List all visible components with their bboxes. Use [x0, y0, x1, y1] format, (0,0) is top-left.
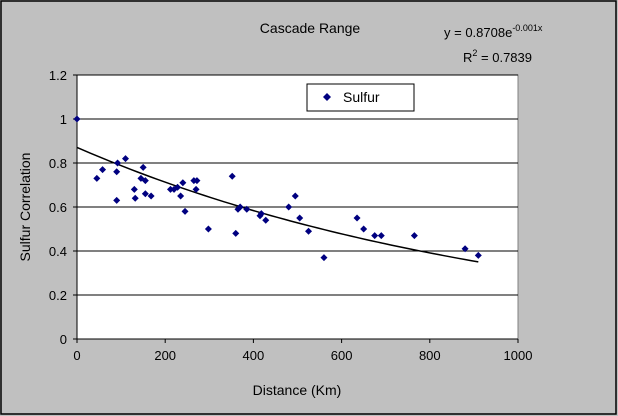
data-point [285, 203, 293, 211]
legend-label: Sulfur [343, 89, 380, 105]
data-point [192, 185, 200, 193]
x-tick-label: 200 [154, 348, 176, 363]
data-point [371, 232, 379, 240]
data-point [305, 227, 313, 235]
chart-title: Cascade Range [260, 20, 361, 36]
y-tick-label: 1 [60, 112, 67, 127]
data-point [193, 177, 201, 185]
data-point [122, 155, 130, 163]
legend: Sulfur [306, 83, 415, 112]
data-point [360, 225, 368, 233]
data-point [377, 232, 385, 240]
r-squared-value: = 0.7839 [477, 50, 532, 65]
data-point [320, 254, 328, 262]
data-point [166, 185, 174, 193]
y-tick-label: 0 [60, 332, 67, 347]
r-squared-label: R [463, 50, 472, 65]
data-point [93, 174, 101, 182]
tick-labels: 0 0.2 0.4 0.6 0.8 1 1.2 0 200 400 600 800 1000 [49, 68, 533, 363]
data-point [113, 168, 121, 176]
trendline-r-squared: R2 = 0.7839 [463, 48, 532, 65]
data-point [174, 183, 182, 191]
data-point [291, 192, 299, 200]
trendline-group [76, 146, 479, 263]
data-point [228, 172, 236, 180]
r-squared-superscript: 2 [472, 48, 477, 58]
grid-lines [77, 74, 518, 296]
y-axis-title: Sulfur Correlation [17, 153, 33, 262]
data-point [114, 159, 122, 167]
trendline-equation: y = 0.8708e-0.001x [444, 23, 543, 40]
trendline-equation-base: y = 0.8708e [444, 25, 512, 40]
data-point [130, 185, 138, 193]
data-point [232, 229, 240, 237]
x-axis-title: Distance (Km) [253, 382, 342, 398]
y-tick-label: 0.2 [49, 288, 67, 303]
data-point [243, 205, 251, 213]
data-point [147, 192, 155, 200]
data-point [461, 245, 469, 253]
legend-marker-icon [323, 93, 331, 101]
y-tick-label: 0.6 [49, 200, 67, 215]
data-point [177, 192, 185, 200]
trendline-equation-exponent: -0.001x [512, 23, 543, 33]
trendline [76, 146, 479, 263]
data-point [141, 177, 149, 185]
x-tick-label: 600 [331, 348, 353, 363]
data-point [296, 214, 304, 222]
x-tick-label: 1000 [504, 348, 533, 363]
data-point [139, 163, 147, 171]
data-point [236, 203, 244, 211]
x-tick-label: 400 [243, 348, 265, 363]
x-tick-label: 0 [73, 348, 80, 363]
data-point [474, 251, 482, 259]
y-tick-label: 0.4 [49, 244, 67, 259]
data-point [141, 190, 149, 198]
data-point [353, 214, 361, 222]
data-points [73, 115, 482, 262]
data-point [204, 225, 212, 233]
y-tick-label: 0.8 [49, 156, 67, 171]
data-point [257, 210, 265, 218]
data-point [73, 115, 81, 123]
x-tick-label: 800 [419, 348, 441, 363]
data-point [179, 179, 187, 187]
data-point [181, 207, 189, 215]
data-point [410, 232, 418, 240]
y-tick-label: 1.2 [49, 68, 67, 83]
data-point [262, 216, 270, 224]
data-point [113, 196, 121, 204]
data-point [99, 166, 107, 174]
data-point [131, 194, 139, 202]
